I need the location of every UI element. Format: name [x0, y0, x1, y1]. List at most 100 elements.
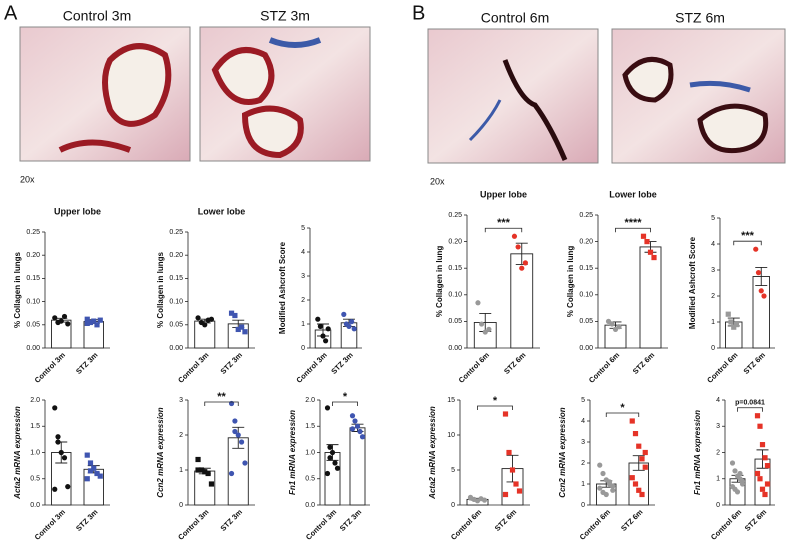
x-tick-label: STZ 6m: [742, 350, 768, 376]
y-axis-label: Acta2 mRNA expression: [428, 406, 437, 500]
data-point: [208, 481, 215, 487]
bar: [194, 470, 216, 506]
data-point: [725, 311, 731, 317]
data-point: [52, 315, 58, 321]
y-axis-label: % Collagen in lungs: [156, 251, 165, 328]
y-tick-label: 4: [716, 397, 720, 404]
y-tick-label: 0.20: [579, 238, 593, 245]
data-point: [84, 452, 90, 458]
data-point: [610, 483, 616, 489]
x-tick-label: STZ 3m: [338, 507, 364, 533]
y-axis-label: Ccn2 mRNA expression: [558, 407, 567, 498]
error-bar: [232, 426, 245, 449]
data-point: [198, 467, 204, 473]
x-tick-label: Control 3m: [304, 507, 339, 542]
y-tick-label: 0.05: [169, 322, 183, 329]
data-point: [232, 418, 238, 424]
y-tick-label: 15: [447, 397, 455, 404]
image-title: Control 6m: [481, 10, 549, 26]
y-tick-label: 0.0: [305, 502, 315, 509]
data-point: [87, 319, 94, 326]
y-tick-label: 5: [581, 397, 585, 404]
data-point: [94, 322, 100, 328]
x-tick-label: Control 6m: [449, 507, 484, 542]
data-point: [235, 432, 241, 438]
data-point: [481, 497, 488, 503]
data-point: [351, 326, 357, 332]
significance-bracket: [615, 227, 651, 233]
y-tick-label: 0: [581, 502, 585, 509]
data-point: [332, 460, 338, 466]
y-axis-label: % Collagen in lung: [566, 246, 575, 318]
data-point: [757, 476, 763, 482]
data-point: [651, 254, 657, 261]
x-tick-label: Control 3m: [33, 507, 68, 542]
data-point: [479, 321, 485, 327]
data-point: [323, 338, 329, 344]
y-axis-label: Modified Ashcroft Score: [278, 241, 287, 334]
y-tick-label: 1: [179, 467, 183, 474]
data-point: [84, 320, 90, 327]
significance-label: *: [343, 391, 348, 403]
y-tick-label: 1.0: [30, 449, 40, 456]
data-point: [639, 491, 645, 498]
data-point: [728, 319, 734, 325]
y-tick-label: 0.15: [169, 275, 183, 282]
x-tick-label: STZ 3m: [74, 507, 100, 533]
data-point: [764, 463, 771, 469]
y-tick-label: 1: [581, 481, 585, 488]
image-title: Control 3m: [63, 8, 131, 24]
bar: [752, 276, 770, 349]
data-point: [205, 470, 211, 477]
y-tick-label: 0.05: [26, 322, 40, 329]
data-point: [753, 246, 759, 252]
micrograph: [199, 26, 371, 162]
data-point: [325, 326, 331, 332]
significance-bracket: [737, 407, 763, 412]
data-point: [242, 329, 248, 335]
y-tick-label: 0.00: [26, 345, 40, 352]
image-title: STZ 6m: [675, 10, 725, 26]
data-point: [354, 423, 361, 429]
x-tick-label: Control 3m: [176, 350, 211, 385]
y-tick-label: 0.25: [448, 212, 462, 219]
y-tick-label: 0.15: [26, 275, 40, 282]
y-tick-label: 0.10: [448, 292, 462, 299]
y-axis-label: Ccn2 mRNA expression: [156, 407, 165, 498]
data-point: [91, 465, 97, 471]
y-tick-label: 1.5: [30, 423, 40, 430]
data-point: [235, 326, 241, 333]
data-point: [606, 479, 613, 485]
data-point: [208, 316, 215, 322]
y-tick-label: 2: [581, 460, 585, 467]
x-tick-label: STZ 3m: [219, 507, 245, 533]
y-tick-label: 5: [451, 467, 455, 474]
data-point: [58, 318, 64, 324]
y-tick-label: 4: [301, 249, 305, 256]
data-point: [516, 488, 523, 494]
magnification: 20x: [430, 176, 445, 186]
y-tick-label: 0.10: [579, 292, 593, 299]
data-point: [324, 405, 331, 411]
data-point: [754, 470, 761, 477]
y-tick-label: 1: [301, 321, 305, 328]
data-point: [52, 486, 58, 492]
data-point: [758, 288, 764, 294]
y-tick-label: 0.00: [448, 345, 462, 352]
data-point: [239, 324, 245, 330]
bar: [639, 246, 662, 349]
data-point: [759, 486, 766, 492]
data-point: [324, 470, 331, 477]
data-point: [754, 413, 761, 419]
data-point: [359, 434, 366, 440]
y-tick-label: 0.20: [169, 252, 183, 259]
data-point: [739, 481, 746, 487]
y-axis-label: % Collagen in lungs: [13, 251, 22, 328]
data-point: [486, 326, 492, 332]
data-point: [757, 423, 763, 429]
y-tick-label: 0.00: [169, 345, 183, 352]
y-tick-label: 2: [301, 297, 305, 304]
y-tick-label: 0.0: [30, 502, 40, 509]
data-point: [232, 428, 238, 435]
